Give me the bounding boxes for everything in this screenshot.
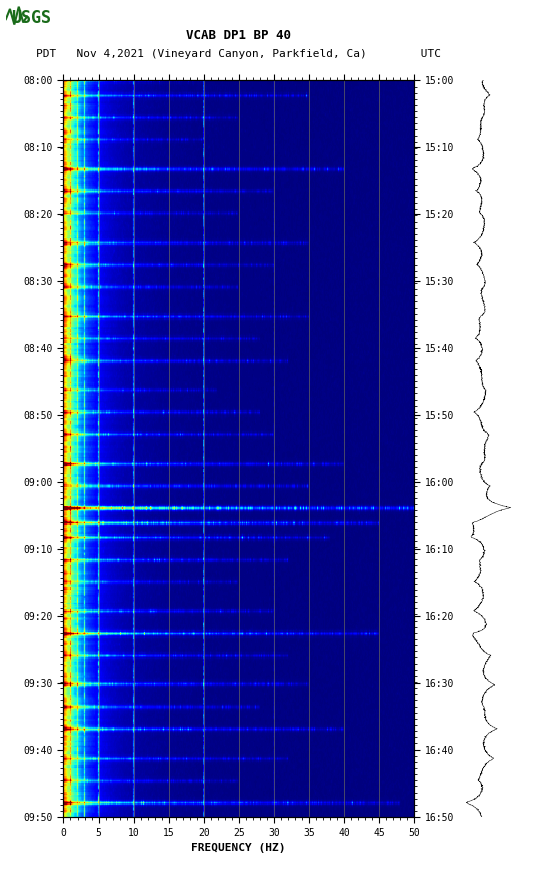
Text: PDT   Nov 4,2021 (Vineyard Canyon, Parkfield, Ca)        UTC: PDT Nov 4,2021 (Vineyard Canyon, Parkfie… [36, 48, 441, 59]
Text: VCAB DP1 BP 40: VCAB DP1 BP 40 [186, 29, 291, 42]
X-axis label: FREQUENCY (HZ): FREQUENCY (HZ) [192, 843, 286, 853]
Text: USGS: USGS [11, 9, 51, 27]
